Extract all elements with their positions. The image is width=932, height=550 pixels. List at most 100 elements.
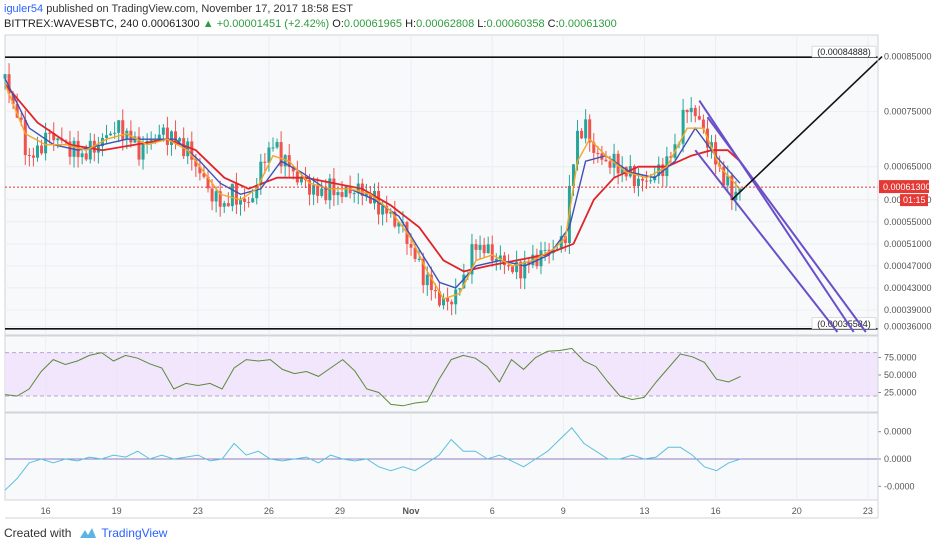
candle-body[interactable] (608, 161, 612, 168)
candle-body[interactable] (157, 134, 161, 141)
candle-body[interactable] (689, 107, 693, 113)
candle-body[interactable] (206, 176, 210, 189)
rsi-pane[interactable]: 75.0000 50.0000 25.0000 (4, 335, 917, 413)
candle-body[interactable] (218, 191, 222, 207)
candle-body[interactable] (450, 301, 454, 305)
candle-body[interactable] (584, 119, 588, 139)
candle-body[interactable] (44, 132, 48, 154)
candle-body[interactable] (429, 274, 433, 291)
candle-body[interactable] (730, 175, 734, 201)
candle-body[interactable] (35, 145, 39, 158)
candle-body[interactable] (389, 211, 393, 214)
candle-body[interactable] (397, 222, 401, 227)
candle-body[interactable] (194, 159, 198, 167)
candle-body[interactable] (738, 188, 742, 192)
candle-body[interactable] (141, 142, 145, 160)
candle-body[interactable] (381, 205, 385, 215)
candle-body[interactable] (486, 244, 490, 254)
tradingview-brand[interactable]: TradingView (101, 526, 168, 540)
candle-body[interactable] (588, 119, 592, 143)
candle-body[interactable] (710, 142, 714, 148)
candle-body[interactable] (190, 141, 194, 160)
candle-body[interactable] (312, 185, 316, 195)
candle-body[interactable] (421, 258, 425, 286)
candle-body[interactable] (263, 161, 267, 163)
candle-body[interactable] (316, 185, 320, 196)
candle-body[interactable] (576, 130, 580, 165)
candle-body[interactable] (385, 205, 389, 214)
candle-body[interactable] (446, 297, 450, 302)
candle-body[interactable] (482, 244, 486, 254)
candle-body[interactable] (234, 183, 238, 205)
candle-body[interactable] (523, 261, 527, 279)
candle-body[interactable] (27, 155, 31, 157)
candle-body[interactable] (344, 186, 348, 197)
candle-body[interactable] (681, 109, 685, 144)
candle-body[interactable] (506, 265, 510, 267)
candle-body[interactable] (515, 261, 519, 273)
candle-body[interactable] (52, 133, 56, 141)
candle-body[interactable] (19, 117, 23, 120)
candle-body[interactable] (454, 289, 458, 305)
candle-body[interactable] (247, 201, 251, 203)
candle-body[interactable] (239, 198, 243, 205)
candle-body[interactable] (685, 109, 689, 113)
candle-body[interactable] (3, 74, 7, 79)
candle-body[interactable] (31, 155, 35, 158)
candle-body[interactable] (23, 119, 27, 156)
candle-body[interactable] (722, 166, 726, 186)
candle-body[interactable] (267, 147, 271, 163)
candle-body[interactable] (604, 159, 608, 162)
candle-body[interactable] (56, 138, 60, 141)
candle-body[interactable] (11, 93, 15, 105)
candle-body[interactable] (511, 266, 515, 273)
osc-line[interactable] (4, 427, 741, 491)
price-pane[interactable]: 0.000850000.000750000.000650000.00059000… (3, 34, 932, 336)
candle-body[interactable] (502, 255, 506, 266)
trend-line[interactable] (731, 55, 883, 201)
candle-body[interactable] (494, 258, 498, 261)
candle-body[interactable] (165, 127, 169, 145)
candle-body[interactable] (271, 147, 275, 149)
candle-body[interactable] (498, 255, 502, 259)
candle-body[interactable] (527, 261, 531, 266)
candle-body[interactable] (161, 127, 165, 135)
candle-body[interactable] (174, 131, 178, 142)
candle-body[interactable] (592, 142, 596, 153)
candle-body[interactable] (243, 198, 247, 202)
candle-body[interactable] (178, 138, 182, 142)
candle-body[interactable] (251, 198, 255, 203)
candle-body[interactable] (425, 274, 429, 286)
candle-body[interactable] (214, 191, 218, 202)
candle-body[interactable] (7, 74, 11, 94)
candle-body[interactable] (348, 186, 352, 194)
candle-body[interactable] (259, 161, 263, 185)
candle-body[interactable] (88, 140, 92, 160)
candle-body[interactable] (580, 130, 584, 139)
candle-body[interactable] (117, 120, 121, 133)
candle-body[interactable] (596, 152, 600, 154)
candle-body[interactable] (198, 166, 202, 174)
candle-body[interactable] (458, 288, 462, 290)
candle-body[interactable] (125, 130, 129, 140)
candle-body[interactable] (105, 135, 109, 138)
candle-body[interactable] (571, 164, 575, 186)
time-axis[interactable]: 16 19 23 26 29 Nov 6 9 13 16 20 23 (5, 35, 879, 519)
candle-body[interactable] (109, 133, 113, 136)
candle-body[interactable] (352, 193, 356, 195)
rsi-line[interactable] (4, 347, 741, 407)
candle-body[interactable] (417, 258, 421, 260)
candle-body[interactable] (149, 140, 153, 142)
candle-body[interactable] (649, 180, 653, 182)
candle-body[interactable] (222, 203, 226, 207)
candle-body[interactable] (474, 244, 478, 250)
candle-body[interactable] (701, 119, 705, 129)
candle-body[interactable] (226, 203, 230, 207)
candle-body[interactable] (364, 193, 368, 196)
candle-body[interactable] (726, 175, 730, 186)
channel-line[interactable] (706, 116, 867, 333)
candle-body[interactable] (620, 167, 624, 174)
candle-body[interactable] (80, 153, 84, 158)
candle-body[interactable] (275, 142, 279, 148)
candle-body[interactable] (693, 107, 697, 117)
